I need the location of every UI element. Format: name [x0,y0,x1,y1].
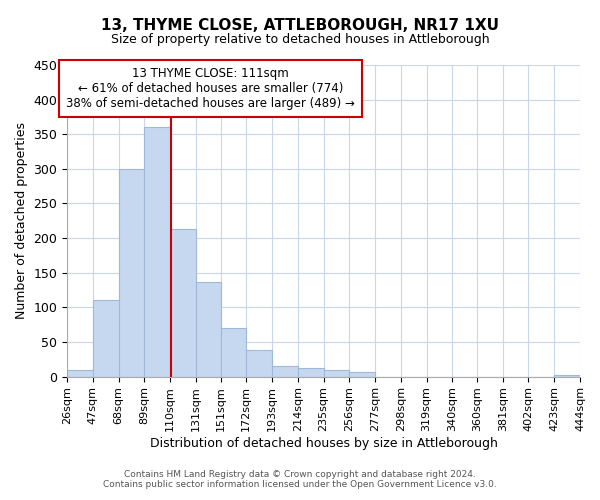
Text: 13, THYME CLOSE, ATTLEBOROUGH, NR17 1XU: 13, THYME CLOSE, ATTLEBOROUGH, NR17 1XU [101,18,499,32]
Bar [246,350,272,376]
Bar [93,300,119,376]
Text: 13 THYME CLOSE: 111sqm
← 61% of detached houses are smaller (774)
38% of semi-de: 13 THYME CLOSE: 111sqm ← 61% of detached… [66,67,355,110]
Bar [221,328,246,376]
Text: Size of property relative to detached houses in Attleborough: Size of property relative to detached ho… [110,32,490,46]
Bar [196,282,221,376]
Y-axis label: Number of detached properties: Number of detached properties [15,122,28,320]
Text: Contains HM Land Registry data © Crown copyright and database right 2024.
Contai: Contains HM Land Registry data © Crown c… [103,470,497,489]
Bar [119,169,145,376]
Bar [170,229,196,376]
X-axis label: Distribution of detached houses by size in Attleborough: Distribution of detached houses by size … [149,437,497,450]
Bar [272,366,298,376]
Bar [554,374,580,376]
Bar [145,128,170,376]
Bar [298,368,323,376]
Bar [67,370,93,376]
Bar [323,370,349,376]
Bar [349,372,375,376]
